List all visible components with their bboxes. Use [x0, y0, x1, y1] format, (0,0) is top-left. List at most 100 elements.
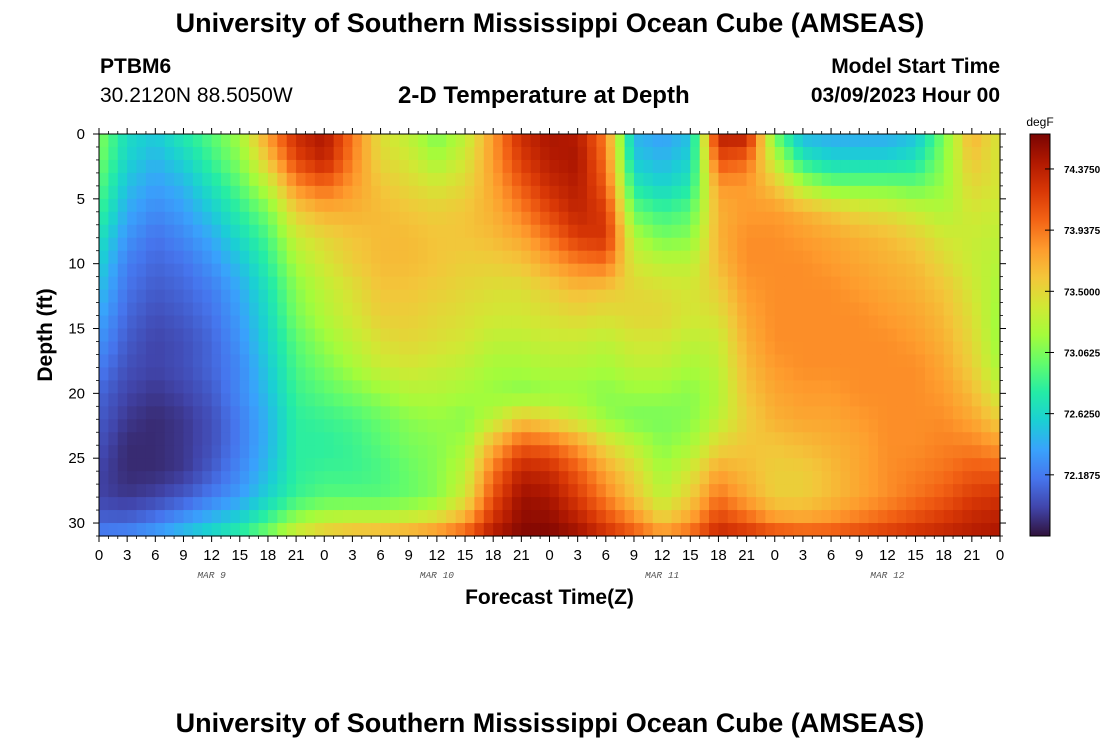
- heatmap-cell: [389, 523, 400, 537]
- heatmap-cell: [765, 510, 776, 524]
- heatmap-cell: [690, 134, 701, 148]
- heatmap-cell: [361, 211, 372, 226]
- heatmap-cell: [859, 134, 870, 148]
- heatmap-cell: [267, 471, 278, 485]
- x-tick-label: 9: [630, 547, 638, 564]
- heatmap-cell: [108, 406, 119, 420]
- heatmap-cell: [399, 458, 410, 472]
- heatmap-cell: [615, 172, 626, 187]
- heatmap-cell: [831, 198, 842, 213]
- heatmap-cell: [221, 380, 231, 394]
- heatmap-cell: [371, 198, 382, 213]
- heatmap-cell: [737, 432, 748, 446]
- heatmap-cell: [249, 224, 260, 239]
- heatmap-cell: [493, 276, 504, 291]
- heatmap-cell: [277, 134, 288, 148]
- heatmap-cell: [727, 406, 738, 420]
- heatmap-cell: [774, 211, 785, 226]
- heatmap-cell: [436, 198, 447, 213]
- heatmap-cell: [521, 172, 532, 187]
- heatmap-cell: [643, 237, 654, 252]
- heatmap-cell: [671, 224, 682, 239]
- heatmap-cell: [849, 134, 860, 148]
- heatmap-cell: [577, 458, 588, 472]
- heatmap-cell: [277, 458, 288, 472]
- heatmap-cell: [877, 458, 888, 472]
- heatmap-cell: [990, 341, 1001, 356]
- heatmap-cell: [258, 328, 269, 343]
- heatmap-cell: [465, 341, 476, 356]
- heatmap-cell: [596, 393, 607, 407]
- heatmap-cell: [943, 159, 954, 174]
- heatmap-cell: [915, 341, 926, 356]
- heatmap-cell: [361, 406, 372, 420]
- heatmap-cell: [990, 458, 1001, 472]
- heatmap-cell: [399, 198, 410, 213]
- heatmap-cell: [906, 484, 917, 498]
- heatmap-cell: [267, 406, 278, 420]
- heatmap-cell: [877, 510, 888, 524]
- heatmap-cell: [511, 419, 522, 433]
- heatmap-cell: [164, 263, 175, 278]
- heatmap-cell: [699, 185, 710, 200]
- heatmap-cell: [286, 432, 297, 446]
- heatmap-cell: [343, 198, 354, 213]
- heatmap-cell: [493, 497, 504, 511]
- heatmap-cell: [324, 224, 335, 239]
- heatmap-cell: [887, 172, 898, 187]
- heatmap-cell: [446, 211, 457, 226]
- heatmap-cell: [605, 211, 616, 226]
- heatmap-cell: [558, 276, 569, 291]
- heatmap-cell: [934, 146, 945, 161]
- heatmap-cell: [587, 211, 598, 226]
- x-tick-label: 18: [260, 547, 277, 564]
- heatmap-cell: [699, 497, 710, 511]
- heatmap-cell: [145, 445, 156, 459]
- heatmap-cell: [549, 523, 560, 537]
- heatmap-cell: [305, 484, 316, 498]
- heatmap-cell: [737, 134, 748, 148]
- heatmap-cell: [371, 328, 382, 343]
- heatmap-cell: [680, 159, 691, 174]
- heatmap-cell: [615, 263, 626, 278]
- heatmap-cell: [511, 276, 522, 291]
- heatmap-cell: [577, 276, 588, 291]
- heatmap-cell: [971, 406, 982, 420]
- heatmap-cell: [324, 315, 335, 330]
- heatmap-cell: [502, 276, 513, 291]
- heatmap-cell: [906, 237, 917, 252]
- heatmap-cell: [371, 471, 382, 485]
- heatmap-cell: [230, 367, 241, 381]
- heatmap-cell: [587, 354, 598, 369]
- heatmap-cell: [784, 341, 795, 356]
- heatmap-cell: [906, 263, 917, 278]
- heatmap-cell: [934, 458, 945, 472]
- heatmap-cell: [427, 146, 438, 161]
- heatmap-cell: [774, 367, 785, 381]
- heatmap-cell: [605, 367, 616, 381]
- heatmap-cell: [840, 198, 851, 213]
- heatmap-cell: [615, 497, 626, 511]
- heatmap-cell: [793, 198, 804, 213]
- heatmap-cell: [136, 367, 147, 381]
- heatmap-cell: [643, 159, 654, 174]
- heatmap-cell: [399, 445, 410, 459]
- heatmap-cell: [380, 198, 391, 213]
- heatmap-cell: [943, 289, 954, 304]
- heatmap-cell: [831, 134, 842, 148]
- heatmap-cell: [971, 458, 982, 472]
- heatmap-cell: [277, 237, 288, 252]
- heatmap-cell: [755, 224, 766, 239]
- heatmap-cell: [455, 354, 466, 369]
- heatmap-cell: [765, 172, 776, 187]
- heatmap-cell: [633, 354, 644, 369]
- heatmap-cell: [164, 172, 175, 187]
- heatmap-cell: [802, 510, 813, 524]
- heatmap-cell: [221, 406, 231, 420]
- heatmap-cell: [436, 328, 447, 343]
- heatmap-cell: [587, 224, 598, 239]
- heatmap-cell: [164, 354, 175, 369]
- heatmap-cell: [249, 523, 260, 537]
- heatmap-cell: [333, 445, 344, 459]
- heatmap-cell: [558, 484, 569, 498]
